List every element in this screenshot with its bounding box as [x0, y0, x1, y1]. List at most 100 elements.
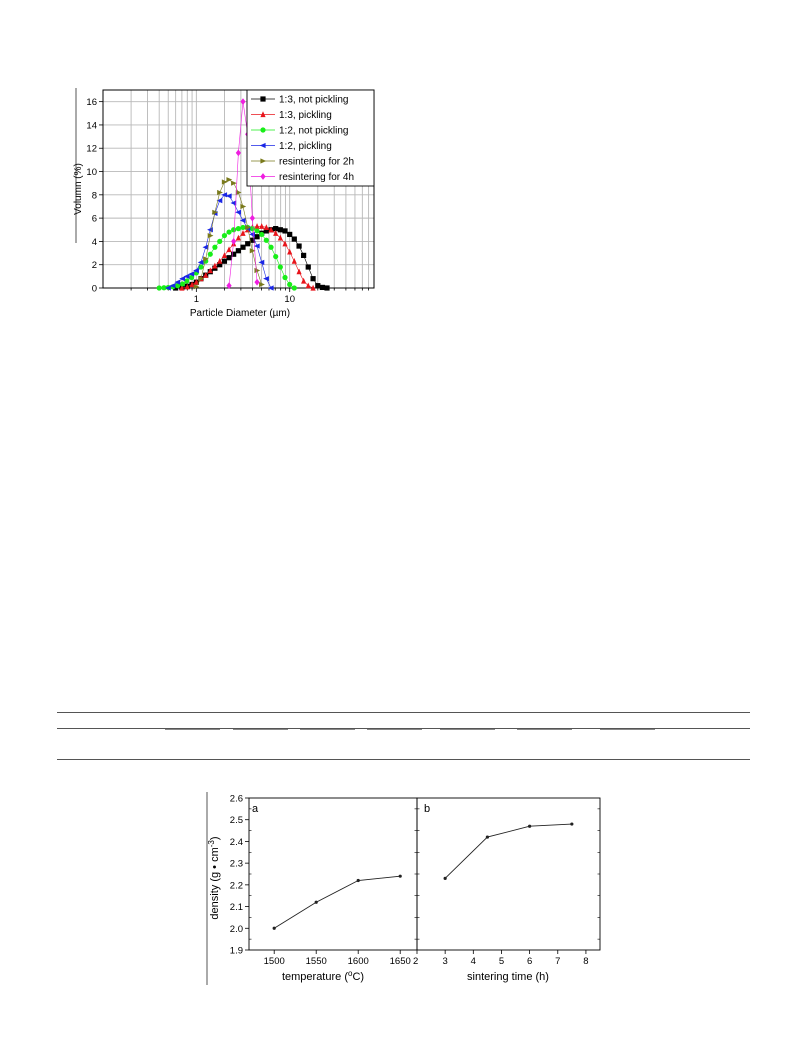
data-point — [212, 209, 219, 215]
legend-label: 1:2, not pickling — [279, 126, 349, 137]
table-column-underline — [517, 729, 572, 730]
table-top-rule — [57, 712, 750, 713]
data-point — [324, 285, 330, 291]
data-point — [198, 276, 205, 282]
data-point — [273, 253, 279, 260]
chart1-x-axis-label: Particle Diameter (µm) — [190, 308, 290, 319]
table-column-underline — [233, 729, 288, 730]
data-point — [175, 283, 181, 289]
panel-b-line — [444, 823, 572, 879]
panel-b-label: b — [424, 803, 430, 815]
data-point — [226, 282, 232, 290]
panel-b-x-axis-label: sintering time (h) — [467, 971, 549, 983]
data-point — [282, 240, 288, 247]
panel-b-data-point — [485, 835, 489, 839]
data-point — [301, 252, 307, 258]
data-point — [193, 278, 199, 285]
density-chart: 1500 1550 1600 1650 2 3 4 5 6 7 8 1.9 2.0 2.1 2.2 2.3 2.… — [206, 792, 601, 985]
data-point — [268, 244, 274, 250]
legend-marker — [260, 173, 266, 180]
chart1-y-tick-label: 0 — [92, 284, 97, 295]
data-point — [217, 258, 223, 264]
legend-marker — [259, 142, 266, 149]
data-point — [239, 217, 246, 224]
data-point — [259, 231, 265, 238]
data-point — [221, 258, 228, 264]
data-point — [235, 209, 241, 215]
legend-item: resintering for 4h — [251, 172, 354, 183]
chart1-y-tick-label: 12 — [86, 144, 97, 155]
data-point — [230, 200, 237, 206]
data-point — [268, 226, 274, 233]
data-point — [221, 252, 228, 258]
chart2-y-tick-label: 1.9 — [230, 946, 243, 957]
chart1-y-tick-label: 14 — [86, 120, 97, 131]
legend-marker — [260, 158, 267, 164]
panel-b-x-tick-label: 2 — [413, 956, 418, 967]
data-point — [259, 223, 265, 229]
data-point — [156, 285, 162, 291]
data-point — [217, 189, 223, 196]
data-point — [231, 251, 237, 257]
panel-a-x-tick-label: 1500 — [264, 956, 285, 967]
data-point — [193, 267, 199, 274]
data-point — [226, 255, 232, 261]
particle-distribution-chart: 0 2 4 6 8 10 12 14 16 1 10 1:3, not pickling 1:3, p… — [73, 88, 375, 319]
data-point — [291, 236, 297, 242]
data-point — [277, 234, 283, 241]
data-point — [216, 198, 223, 204]
data-point — [235, 234, 241, 241]
panel-b-x-tick-label: 4 — [471, 956, 476, 967]
panel-a-x-axis-label: temperature (oC) — [282, 969, 364, 983]
data-point — [273, 230, 279, 236]
data-point — [221, 192, 228, 198]
data-point — [249, 231, 255, 238]
data-point — [305, 264, 311, 270]
panel-b-x-tick-label: 7 — [555, 956, 560, 967]
table-bottom-rule — [57, 759, 750, 760]
table-column-underline — [367, 729, 422, 730]
chart1-y-tick-label: 8 — [92, 190, 97, 201]
data-point — [305, 282, 311, 289]
chart2-series — [272, 822, 574, 930]
legend-label: 1:3, not pickling — [279, 95, 349, 106]
chart2-y-tick-label: 2.4 — [230, 837, 243, 848]
data-point — [231, 180, 237, 186]
panel-a-data-point — [272, 926, 276, 930]
data-point — [226, 229, 232, 235]
data-point — [188, 271, 195, 277]
panel-b-x-tick-label: 3 — [443, 956, 448, 967]
data-point — [296, 268, 302, 275]
data-point — [263, 228, 269, 234]
legend-box — [246, 89, 375, 187]
data-point — [245, 241, 251, 247]
legend-item: resintering for 2h — [251, 157, 354, 168]
data-point — [183, 273, 190, 279]
data-point — [277, 264, 283, 270]
data-point — [174, 279, 181, 285]
chart1-y-tick-label: 6 — [92, 214, 97, 225]
panel-a-line — [273, 875, 401, 929]
data-point — [179, 281, 186, 287]
chart1-legend: 1:3, not pickling 1:3, pickling 1:2, not p… — [246, 89, 375, 187]
chart1-y-tick-label: 10 — [86, 167, 97, 178]
data-point — [249, 248, 256, 254]
data-point — [273, 226, 279, 232]
legend-item: 1:2, pickling — [251, 141, 332, 152]
data-point — [249, 226, 255, 232]
data-point — [179, 284, 185, 291]
table-header-rule — [57, 728, 750, 729]
table-column-underline — [300, 729, 355, 730]
data-point — [207, 251, 213, 257]
data-point — [189, 274, 195, 281]
data-point — [221, 232, 228, 239]
panel-a-data-point — [314, 900, 318, 904]
data-point — [253, 243, 260, 249]
chart2-y-axis-label: density (g • cm-3) — [207, 836, 221, 919]
legend-item: 1:3, pickling — [251, 110, 332, 121]
data-point — [207, 267, 213, 274]
data-point — [212, 262, 218, 269]
data-point — [184, 283, 190, 290]
data-point — [231, 227, 237, 233]
data-point — [259, 281, 265, 288]
